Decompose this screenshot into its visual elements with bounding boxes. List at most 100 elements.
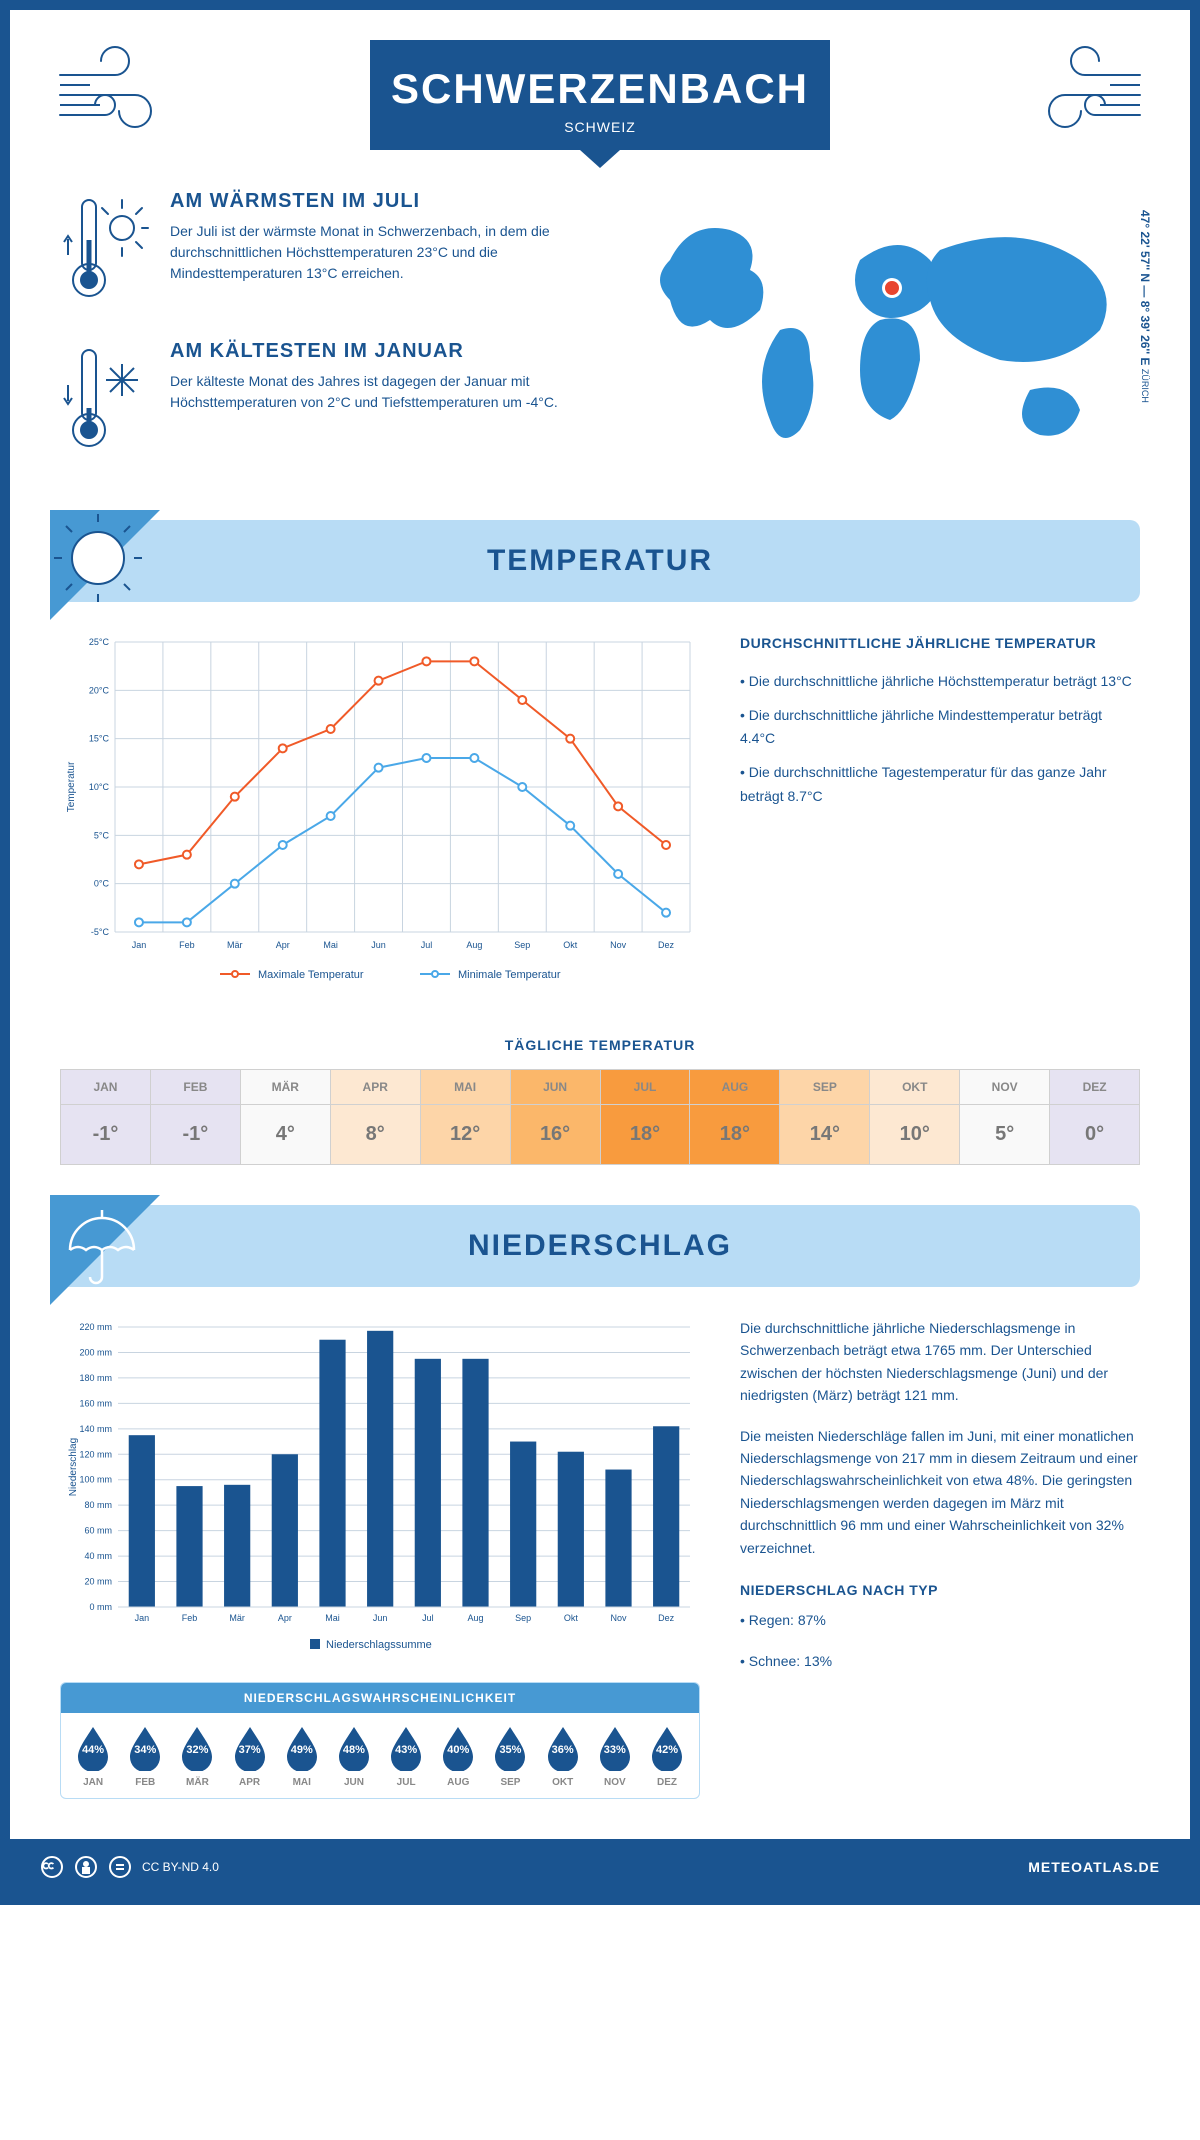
svg-text:160 mm: 160 mm (79, 1398, 112, 1408)
raindrop-icon: 34% (126, 1725, 164, 1771)
intro-left: AM WÄRMSTEN IM JULI Der Juli ist der wär… (60, 190, 580, 490)
svg-text:Nov: Nov (610, 940, 627, 950)
by-icon (74, 1855, 98, 1879)
daily-cell: MAI12° (421, 1070, 511, 1164)
prob-cell: 36%OKT (537, 1725, 589, 1788)
coords-text: 47° 22' 57'' N — 8° 39' 26'' E (1138, 210, 1152, 365)
intro-section: AM WÄRMSTEN IM JULI Der Juli ist der wär… (10, 150, 1190, 520)
probability-row: 44%JAN34%FEB32%MÄR37%APR49%MAI48%JUN43%J… (61, 1713, 699, 1798)
svg-text:0°C: 0°C (94, 879, 110, 889)
temp-info-heading: DURCHSCHNITTLICHE JÄHRLICHE TEMPERATUR (740, 632, 1140, 656)
prob-cell: 32%MÄR (171, 1725, 223, 1788)
temperature-info: DURCHSCHNITTLICHE JÄHRLICHE TEMPERATUR •… (740, 632, 1140, 997)
daily-cell: AUG18° (690, 1070, 780, 1164)
svg-text:140 mm: 140 mm (79, 1424, 112, 1434)
svg-text:Mär: Mär (229, 1613, 245, 1623)
sun-icon (50, 510, 160, 620)
svg-text:180 mm: 180 mm (79, 1373, 112, 1383)
daily-cell: JAN-1° (61, 1070, 151, 1164)
nd-icon (108, 1855, 132, 1879)
prob-cell: 40%AUG (432, 1725, 484, 1788)
coordinates: 47° 22' 57'' N — 8° 39' 26'' E ZÜRICH (1138, 210, 1152, 403)
raindrop-icon: 44% (74, 1725, 112, 1771)
temp-bullet-1: • Die durchschnittliche jährliche Höchst… (740, 670, 1140, 694)
precipitation-banner: NIEDERSCHLAG (60, 1205, 1140, 1287)
svg-text:Apr: Apr (278, 1613, 292, 1623)
cc-icon (40, 1855, 64, 1879)
wind-icon-left (50, 40, 190, 140)
coldest-item: AM KÄLTESTEN IM JANUAR Der kälteste Mona… (60, 340, 580, 460)
raindrop-icon: 42% (648, 1725, 686, 1771)
daily-cell: JUL18° (601, 1070, 691, 1164)
svg-text:20°C: 20°C (89, 685, 110, 695)
precip-type-1: • Regen: 87% (740, 1609, 1140, 1631)
prob-cell: 43%JUL (380, 1725, 432, 1788)
prob-cell: 34%FEB (119, 1725, 171, 1788)
daily-cell: DEZ0° (1050, 1070, 1139, 1164)
raindrop-icon: 33% (596, 1725, 634, 1771)
svg-text:Maximale Temperatur: Maximale Temperatur (258, 969, 364, 981)
svg-text:Jun: Jun (371, 940, 386, 950)
svg-text:120 mm: 120 mm (79, 1449, 112, 1459)
prob-cell: 42%DEZ (641, 1725, 693, 1788)
probability-box: NIEDERSCHLAGSWAHRSCHEINLICHKEIT 44%JAN34… (60, 1682, 700, 1799)
svg-text:Dez: Dez (658, 940, 675, 950)
temp-bullet-2: • Die durchschnittliche jährliche Mindes… (740, 704, 1140, 752)
probability-title: NIEDERSCHLAGSWAHRSCHEINLICHKEIT (61, 1683, 699, 1713)
precip-paragraph-1: Die durchschnittliche jährliche Niedersc… (740, 1317, 1140, 1407)
raindrop-icon: 32% (178, 1725, 216, 1771)
svg-text:Aug: Aug (466, 940, 482, 950)
precip-paragraph-2: Die meisten Niederschläge fallen im Juni… (740, 1425, 1140, 1559)
svg-text:Sep: Sep (514, 940, 530, 950)
svg-text:Dez: Dez (658, 1613, 675, 1623)
svg-text:Feb: Feb (179, 940, 195, 950)
precip-type-2: • Schnee: 13% (740, 1650, 1140, 1672)
svg-text:Sep: Sep (515, 1613, 531, 1623)
bar-chart-svg: 0 mm20 mm40 mm60 mm80 mm100 mm120 mm140 … (60, 1317, 700, 1657)
svg-text:Jul: Jul (422, 1613, 434, 1623)
warmest-title: AM WÄRMSTEN IM JULI (170, 190, 580, 213)
prob-cell: 48%JUN (328, 1725, 380, 1788)
temperature-section: -5°C0°C5°C10°C15°C20°C25°CJanFebMärAprMa… (10, 602, 1190, 1027)
thermometer-snow-icon (60, 340, 150, 460)
site-name: METEOATLAS.DE (1028, 1859, 1160, 1875)
raindrop-icon: 49% (283, 1725, 321, 1771)
temperature-chart: -5°C0°C5°C10°C15°C20°C25°CJanFebMärAprMa… (60, 632, 700, 997)
temperature-banner: TEMPERATUR (60, 520, 1140, 602)
svg-text:60 mm: 60 mm (84, 1526, 112, 1536)
svg-text:15°C: 15°C (89, 734, 110, 744)
wind-icon-right (1010, 40, 1150, 140)
svg-text:200 mm: 200 mm (79, 1347, 112, 1357)
raindrop-icon: 35% (491, 1725, 529, 1771)
raindrop-icon: 40% (439, 1725, 477, 1771)
warmest-text: Der Juli ist der wärmste Monat in Schwer… (170, 221, 580, 284)
svg-text:Jun: Jun (373, 1613, 388, 1623)
page: SCHWERZENBACH SCHWEIZ AM WÄRMSTEN IM JUL… (0, 0, 1200, 1905)
daily-temp-title: TÄGLICHE TEMPERATUR (10, 1037, 1190, 1053)
svg-text:Jan: Jan (135, 1613, 150, 1623)
coldest-title: AM KÄLTESTEN IM JANUAR (170, 340, 580, 363)
country-subtitle: SCHWEIZ (370, 119, 830, 135)
svg-text:Aug: Aug (467, 1613, 483, 1623)
raindrop-icon: 43% (387, 1725, 425, 1771)
precipitation-section: 0 mm20 mm40 mm60 mm80 mm100 mm120 mm140 … (10, 1287, 1190, 1819)
raindrop-icon: 48% (335, 1725, 373, 1771)
footer-left: CC BY-ND 4.0 (40, 1855, 219, 1879)
svg-text:Mai: Mai (325, 1613, 340, 1623)
city-title: SCHWERZENBACH (370, 65, 830, 113)
svg-text:Okt: Okt (564, 1613, 579, 1623)
svg-text:Minimale Temperatur: Minimale Temperatur (458, 969, 561, 981)
svg-text:Okt: Okt (563, 940, 578, 950)
precipitation-left: 0 mm20 mm40 mm60 mm80 mm100 mm120 mm140 … (60, 1317, 700, 1799)
svg-text:20 mm: 20 mm (84, 1577, 112, 1587)
footer: CC BY-ND 4.0 METEOATLAS.DE (10, 1839, 1190, 1895)
prob-cell: 49%MAI (276, 1725, 328, 1788)
license-text: CC BY-ND 4.0 (142, 1860, 219, 1874)
header-row: SCHWERZENBACH SCHWEIZ (10, 10, 1190, 150)
prob-cell: 44%JAN (67, 1725, 119, 1788)
svg-text:Nov: Nov (610, 1613, 627, 1623)
umbrella-icon (50, 1195, 160, 1305)
svg-text:Apr: Apr (276, 940, 290, 950)
svg-text:40 mm: 40 mm (84, 1551, 112, 1561)
coldest-text: Der kälteste Monat des Jahres ist dagege… (170, 371, 580, 413)
